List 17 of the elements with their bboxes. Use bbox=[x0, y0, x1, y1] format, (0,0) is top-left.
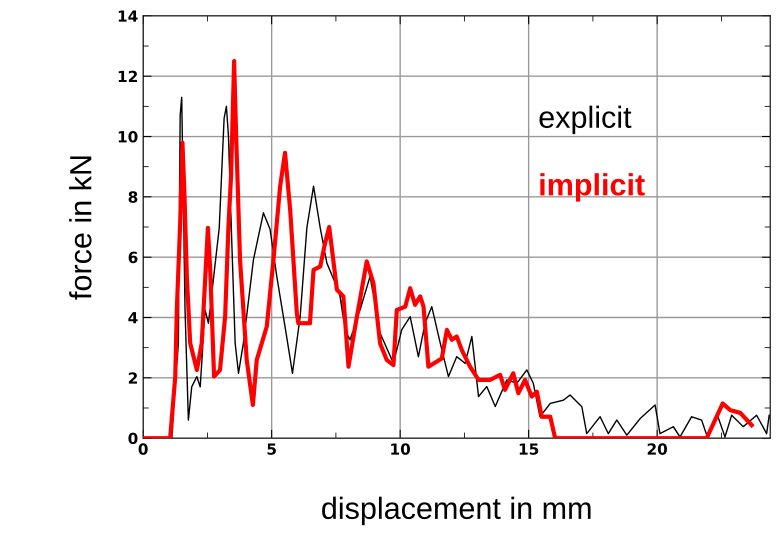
y-tick-label: 12 bbox=[118, 70, 137, 82]
x-tick-label: 20 bbox=[648, 443, 668, 455]
text: explicit bbox=[540, 106, 632, 134]
y-tick-label: 14 bbox=[118, 10, 138, 22]
y-tick-label: 10 bbox=[118, 130, 138, 143]
x-tick-label: 5 bbox=[268, 443, 276, 455]
x-axis-title: displacement in mm bbox=[322, 496, 591, 526]
x-tick-label: 15 bbox=[520, 443, 538, 455]
y-tick-label: 0 bbox=[128, 432, 138, 444]
y-tick-label: 4 bbox=[128, 312, 138, 324]
y-tick-label: 2 bbox=[128, 372, 137, 384]
text: implicit bbox=[540, 173, 645, 202]
y-tick-label: 8 bbox=[128, 191, 138, 203]
y-axis-title: force in kN bbox=[69, 156, 92, 300]
x-tick-label: 10 bbox=[391, 443, 410, 455]
x-tick-label: 0 bbox=[138, 443, 148, 455]
y-tick-label: 6 bbox=[128, 252, 138, 264]
